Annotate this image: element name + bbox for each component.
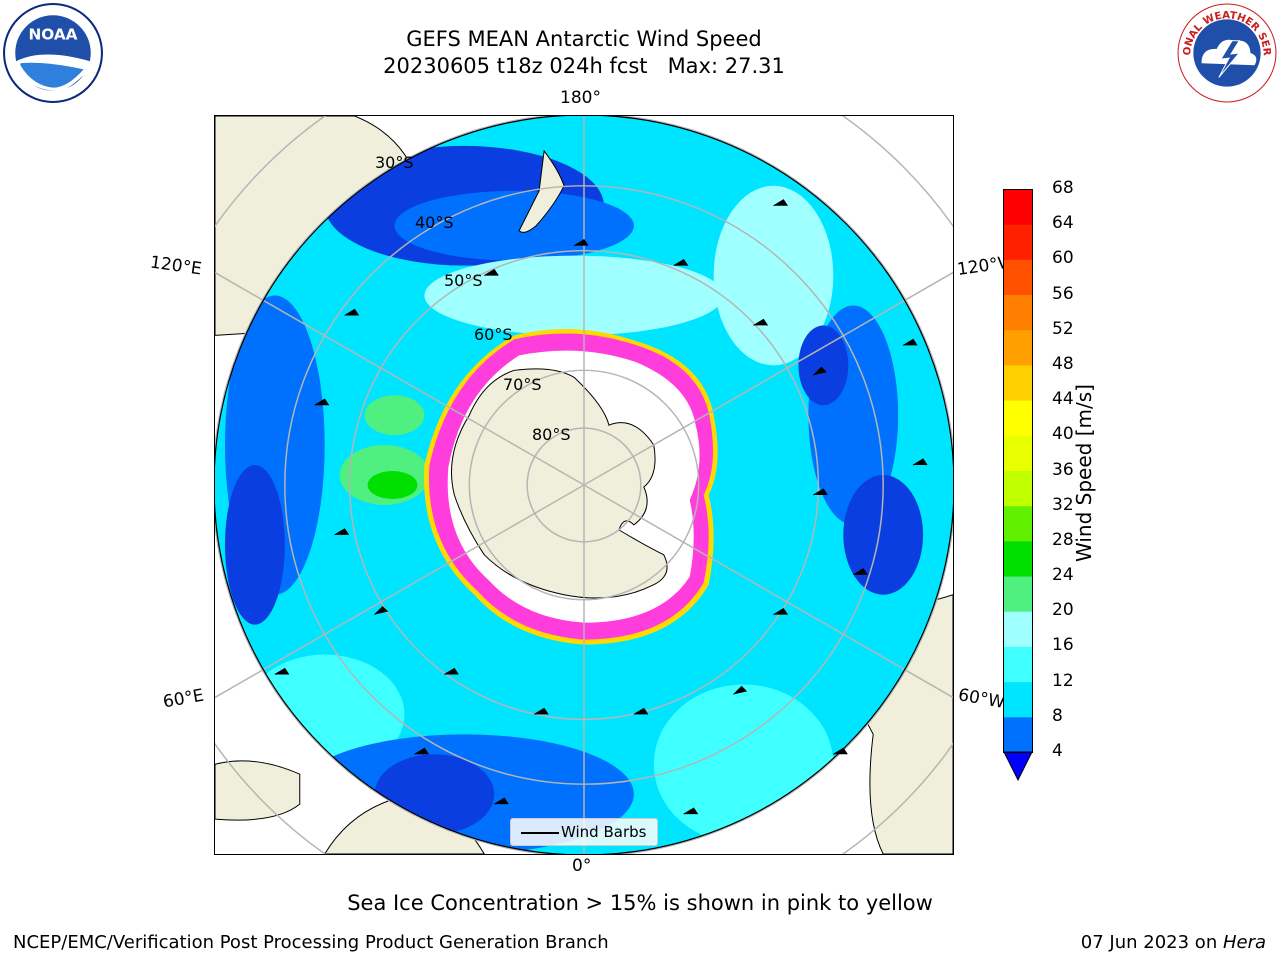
wind-barb-legend-label: Wind Barbs [561, 823, 647, 841]
map-legend: Wind Barbs [510, 818, 658, 846]
colorbar-cell [1003, 716, 1033, 753]
colorbar-tick-label: 12 [1052, 670, 1074, 691]
colorbar-cell [1003, 400, 1033, 436]
chart-title: GEFS MEAN Antarctic Wind Speed [406, 27, 762, 51]
colorbar-extend-arrow [1003, 751, 1033, 781]
colorbar-tick-label: 52 [1052, 318, 1074, 339]
lat-label-30s: 30°S [375, 153, 414, 172]
graticule [215, 116, 953, 854]
lon-label-60e: 60°E [161, 685, 206, 713]
colorbar-tick-label: 16 [1052, 635, 1074, 656]
colorbar-tick-label: 28 [1052, 529, 1074, 550]
colorbar [1003, 189, 1033, 781]
lon-label-60w: 60°W [956, 685, 1007, 713]
colorbar-tick-label: 44 [1052, 389, 1074, 410]
colorbar-cell [1003, 189, 1033, 225]
colorbar-tick-label: 4 [1052, 741, 1063, 761]
lat-label-80s: 80°S [532, 425, 571, 444]
footer-credit: NCEP/EMC/Verification Post Processing Pr… [13, 932, 609, 953]
colorbar-cell [1003, 540, 1033, 577]
colorbar-tick-label: 64 [1052, 213, 1074, 234]
nws-logo: NATIONAL WEATHER SERVICE [1176, 2, 1277, 103]
colorbar-cell [1003, 294, 1033, 331]
polar-map [214, 115, 954, 855]
chart-subtitle: 20230605 t18z 024h fcst Max: 27.31 [383, 54, 785, 78]
colorbar-tick-label: 56 [1052, 283, 1074, 304]
colorbar-cell [1003, 470, 1033, 507]
footer-host: Hera [1222, 932, 1266, 953]
colorbar-tick-label: 40 [1052, 424, 1074, 445]
colorbar-cell [1003, 435, 1033, 471]
lat-label-40s: 40°S [415, 213, 454, 232]
wind-barbs [274, 199, 928, 815]
colorbar-cell [1003, 681, 1033, 718]
wind-speed-field [215, 116, 953, 854]
colorbar-frame [1003, 189, 1033, 753]
noaa-logo-text: NOAA [28, 26, 77, 44]
antarctica-continent [451, 368, 668, 599]
colorbar-cell [1003, 646, 1033, 683]
lat-label-60s: 60°S [474, 325, 513, 344]
colorbar-label: Wind Speed [m/s] [1072, 384, 1096, 562]
lon-label-180: 180° [560, 88, 601, 108]
colorbar-cell [1003, 224, 1033, 260]
lon-label-0: 0° [572, 856, 592, 876]
lat-label-70s: 70°S [503, 375, 542, 394]
colorbar-tick-label: 68 [1052, 178, 1074, 198]
colorbar-tick-label: 48 [1052, 353, 1074, 374]
lon-label-120e: 120°E [148, 252, 203, 280]
colorbar-cell [1003, 259, 1033, 296]
colorbar-cell [1003, 364, 1033, 401]
colorbar-tick-label: 24 [1052, 565, 1074, 586]
lat-label-50s: 50°S [444, 271, 483, 290]
colorbar-tick-label: 60 [1052, 248, 1074, 269]
colorbar-tick-label: 36 [1052, 459, 1074, 480]
new-zealand [518, 149, 565, 233]
colorbar-tick-label: 20 [1052, 600, 1074, 621]
wind-barb-legend-line [521, 832, 559, 834]
footer-date: 07 Jun 2023 on [1080, 932, 1223, 953]
sea-ice-caption: Sea Ice Concentration > 15% is shown in … [347, 891, 933, 915]
colorbar-cell [1003, 329, 1033, 366]
colorbar-tick-label: 8 [1052, 705, 1063, 726]
noaa-logo: NOAA [3, 3, 103, 103]
footer-timestamp: 07 Jun 2023 on Hera [1081, 932, 1266, 953]
colorbar-cell [1003, 576, 1033, 612]
colorbar-cell [1003, 505, 1033, 542]
colorbar-cell [1003, 611, 1033, 647]
colorbar-tick-label: 32 [1052, 494, 1074, 515]
